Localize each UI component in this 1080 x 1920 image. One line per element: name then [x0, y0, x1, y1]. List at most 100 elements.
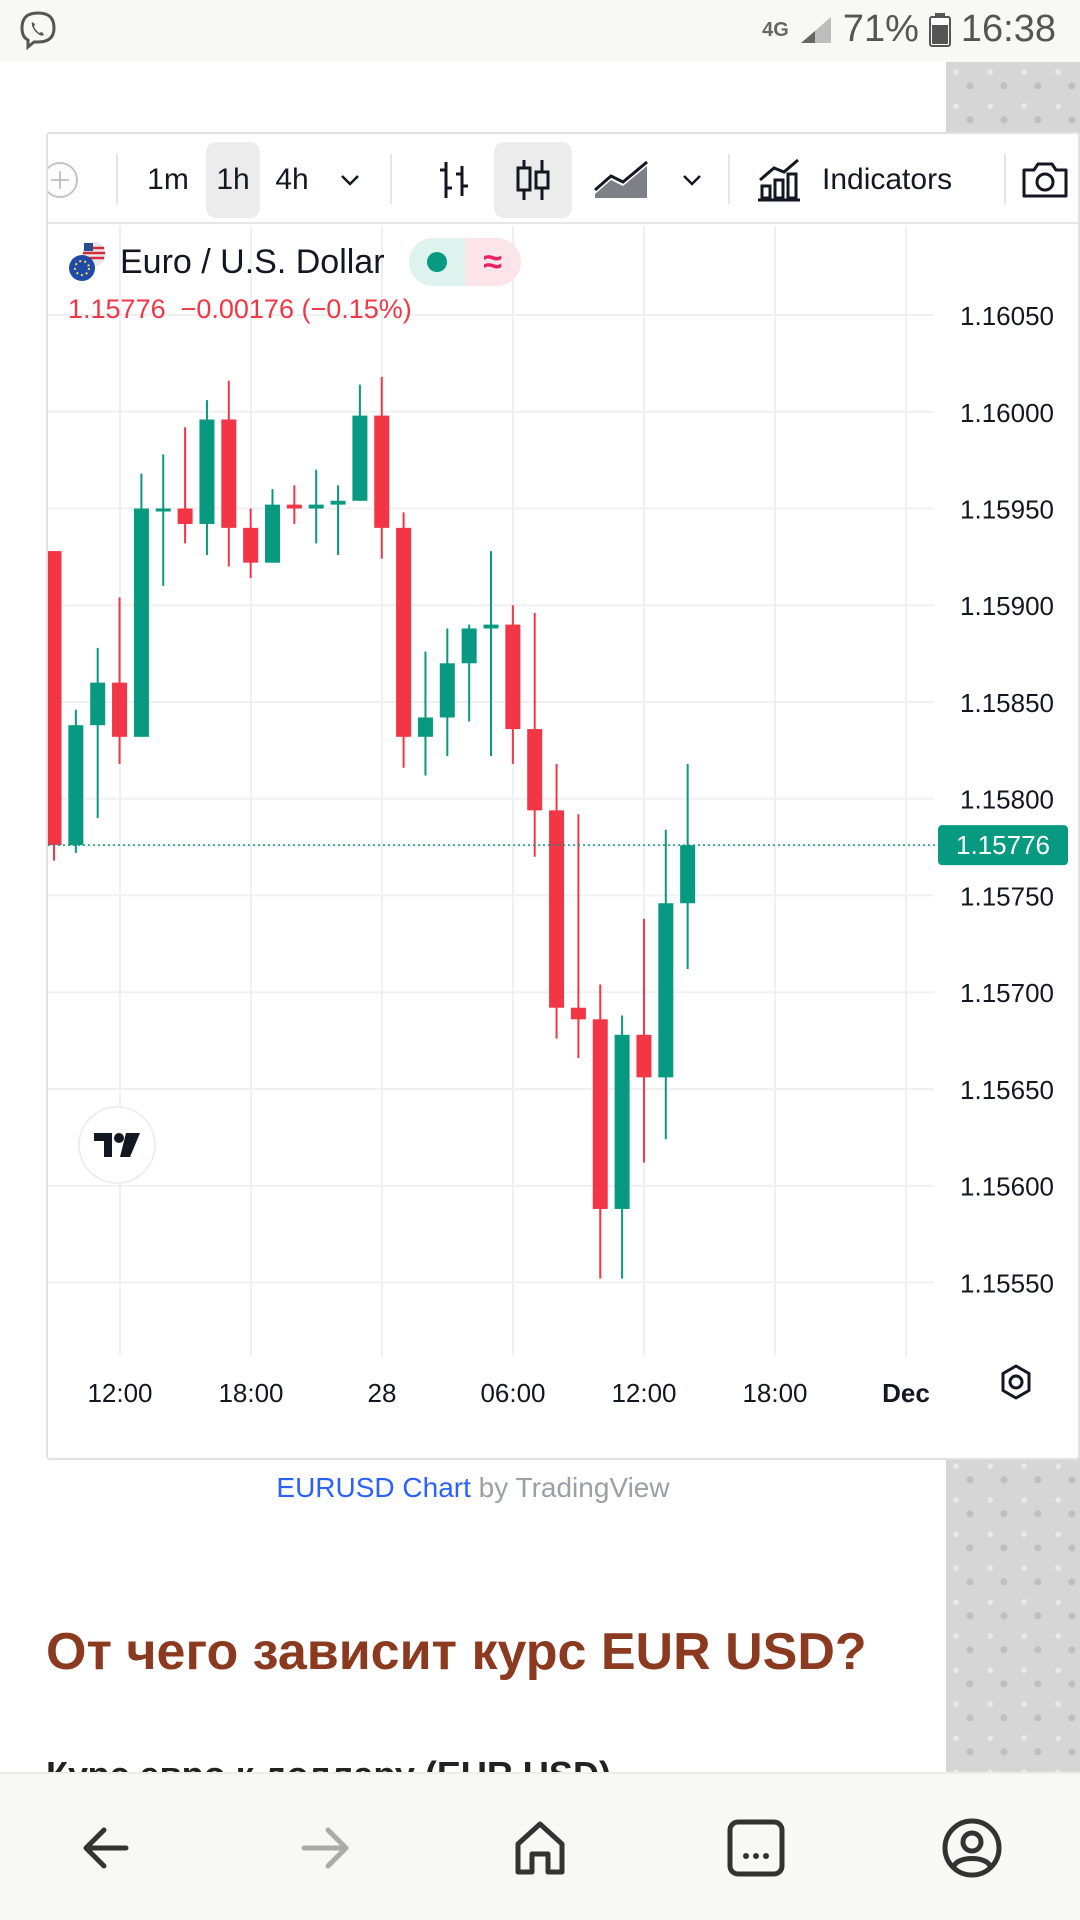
tradingview-widget: 1m 1h 4h [46, 132, 1080, 1460]
candle-body [680, 845, 696, 904]
market-open-indicator[interactable] [408, 238, 465, 286]
candle [112, 597, 128, 764]
candle-body [549, 810, 565, 1008]
candle-body [483, 624, 499, 629]
interval-1h-button[interactable]: 1h [206, 142, 260, 218]
snapshot-button[interactable] [1008, 142, 1078, 218]
candle-body [177, 508, 193, 524]
candle-body [614, 1034, 630, 1209]
candle-body [330, 500, 346, 505]
candle [636, 918, 652, 1163]
tabs-icon[interactable] [722, 1814, 790, 1882]
candles [48, 376, 696, 1279]
tradingview-logo-icon [94, 1133, 140, 1157]
price-tick-label: 1.15900 [960, 591, 1054, 621]
indicators-label: Indicators [822, 163, 953, 196]
chart-area[interactable]: 1.15776 1.16050 1.16000 1.15950 1.15900 1.15… [48, 226, 1080, 1460]
interval-4h-button[interactable]: 4h [275, 163, 309, 196]
candle [221, 380, 237, 567]
candle-body [658, 903, 674, 1078]
ohlc-bars-icon [440, 162, 468, 198]
candle [90, 647, 106, 819]
indicators-button[interactable]: Indicators [748, 142, 1028, 218]
forward-arrow-icon[interactable] [290, 1814, 358, 1882]
add-symbol-icon [48, 162, 78, 198]
time-tick-label: 18:00 [218, 1378, 283, 1408]
current-price-label: 1.15776 [956, 830, 1050, 860]
interval-1m-button[interactable]: 1m [147, 163, 189, 196]
area-chart-type-button[interactable] [582, 142, 662, 218]
chart-settings-button[interactable] [988, 1354, 1044, 1410]
article-text-cut: Курс евро к доллару (EUR USD) [46, 1754, 611, 1772]
chart-grid [48, 226, 934, 1356]
candle [308, 469, 324, 544]
candle-body [243, 527, 259, 563]
time-tick-label: 12:00 [611, 1378, 676, 1408]
data-delay-indicator[interactable]: ≈ [464, 238, 521, 286]
price-tick-label: 1.15800 [960, 785, 1054, 815]
price-tick-label: 1.15950 [960, 495, 1054, 525]
toolbar-divider [390, 154, 392, 204]
candle [658, 829, 674, 1140]
candlestick-chart[interactable]: 1.15776 1.16050 1.16000 1.15950 1.15900 1.15… [48, 226, 1080, 1460]
tradingview-logo[interactable] [78, 1106, 156, 1184]
candle-body [439, 663, 455, 718]
time-axis: 12:00 18:00 28 06:00 12:00 18:00 Dec [87, 1378, 929, 1408]
toolbar-divider [116, 154, 118, 204]
back-arrow-icon[interactable] [74, 1814, 142, 1882]
price-tick-label: 1.16050 [960, 301, 1054, 331]
chevron-down-icon [683, 175, 701, 186]
camera-icon [1022, 162, 1068, 198]
candle [461, 624, 477, 722]
interval-dropdown[interactable] [326, 142, 374, 218]
candle [570, 814, 586, 1059]
candle [352, 384, 368, 501]
chart-type-dropdown[interactable] [668, 142, 716, 218]
signal-icon [800, 16, 831, 43]
account-icon[interactable] [938, 1814, 1006, 1882]
candlestick-icon [516, 160, 550, 200]
price-tick-label: 1.15550 [960, 1268, 1054, 1298]
candle-body [112, 682, 128, 737]
network-type: 4G [762, 18, 789, 41]
area-chart-icon [594, 160, 648, 198]
home-icon[interactable] [506, 1814, 574, 1882]
candle-body [48, 551, 62, 846]
candle-body [308, 504, 324, 509]
eurusd-chart-link[interactable]: EURUSD Chart [276, 1472, 471, 1503]
current-price-label-box [938, 825, 1068, 866]
candle [199, 400, 215, 555]
candle [439, 628, 455, 757]
candle [614, 1015, 630, 1279]
time-tick-label: 28 [368, 1378, 397, 1408]
candle [177, 427, 193, 544]
price-tick-label: 1.15700 [960, 978, 1054, 1008]
indicators-icon [758, 158, 800, 202]
price-change-line: 1.15776 −0.00176 (−0.15%) [68, 294, 412, 324]
candle-body [505, 624, 521, 730]
price-axis: 1.16050 1.16000 1.15950 1.15900 1.15850 1.158… [960, 301, 1054, 1298]
candle [396, 512, 412, 768]
candle-body [374, 415, 390, 528]
attribution-line: EURUSD Chart by TradingView [0, 1472, 946, 1504]
chevron-down-icon [341, 175, 359, 186]
candle [505, 605, 521, 764]
candle [417, 651, 433, 776]
candles-chart-type-button[interactable] [494, 142, 572, 218]
candle-body [570, 1007, 586, 1020]
toolbar-divider [728, 154, 730, 204]
candle-body [221, 419, 237, 528]
candle-body [90, 682, 106, 726]
symbol-name: Euro / U.S. Dollar [120, 242, 385, 281]
candle [330, 485, 346, 555]
time-tick-label: 06:00 [480, 1378, 545, 1408]
candle [68, 709, 84, 853]
chart-toolbar: 1m 1h 4h [48, 134, 1078, 224]
candle-body [461, 628, 477, 664]
bar-chart-type-button[interactable] [418, 142, 490, 218]
browser-nav-bar [0, 1772, 1080, 1920]
add-symbol-button[interactable] [48, 142, 88, 218]
battery-percent: 71% [842, 8, 919, 50]
candle [592, 984, 608, 1279]
time-tick-label: Dec [882, 1378, 930, 1408]
